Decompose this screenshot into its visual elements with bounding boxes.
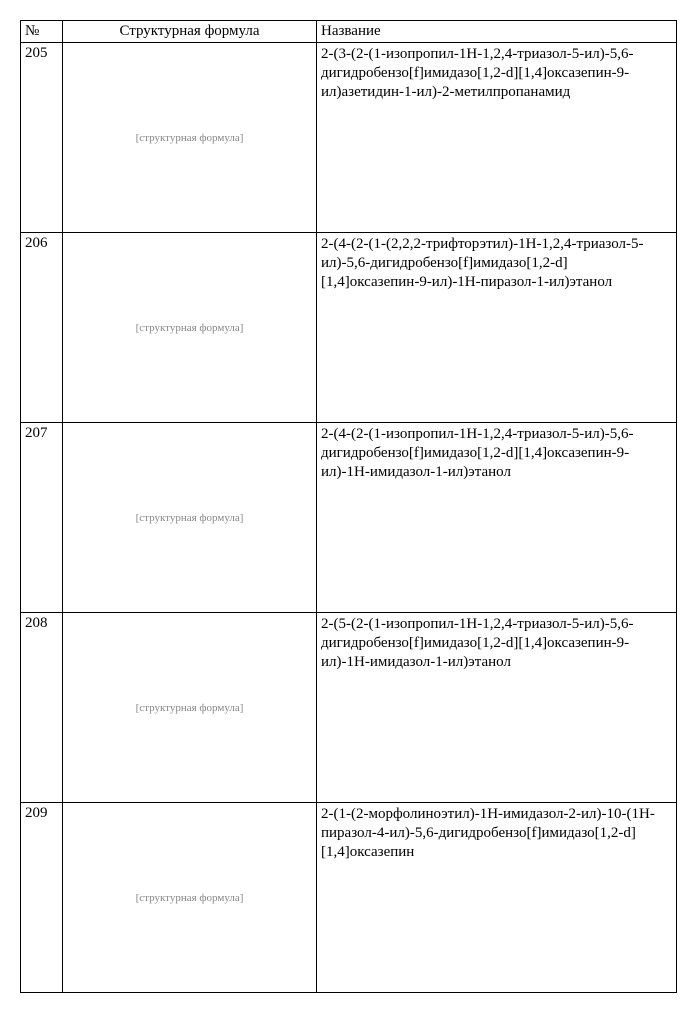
header-row: № Структурная формула Название bbox=[21, 21, 677, 43]
cell-num: 207 bbox=[21, 423, 63, 613]
table-row: 208 [структурная формула] 2-(5-(2-(1-изо… bbox=[21, 613, 677, 803]
structure-placeholder: [структурная формула] bbox=[67, 425, 312, 610]
cell-struct: [структурная формула] bbox=[63, 423, 317, 613]
cell-num: 205 bbox=[21, 43, 63, 233]
cell-struct: [структурная формула] bbox=[63, 233, 317, 423]
cell-num: 209 bbox=[21, 803, 63, 993]
cell-name: 2-(3-(2-(1-изопропил-1H-1,2,4-триазол-5-… bbox=[317, 43, 677, 233]
cell-struct: [структурная формула] bbox=[63, 613, 317, 803]
table-row: 205 [структурная формула] 2-(3-(2-(1-изо… bbox=[21, 43, 677, 233]
cell-num: 208 bbox=[21, 613, 63, 803]
header-struct: Структурная формула bbox=[63, 21, 317, 43]
cell-name: 2-(1-(2-морфолиноэтил)-1H-имидазол-2-ил)… bbox=[317, 803, 677, 993]
table-body: 205 [структурная формула] 2-(3-(2-(1-изо… bbox=[21, 43, 677, 993]
header-num: № bbox=[21, 21, 63, 43]
compound-table: № Структурная формула Название 205 [стру… bbox=[20, 20, 677, 993]
cell-struct: [структурная формула] bbox=[63, 43, 317, 233]
table-row: 209 [структурная формула] 2-(1-(2-морфол… bbox=[21, 803, 677, 993]
cell-name: 2-(4-(2-(1-(2,2,2-трифторэтил)-1H-1,2,4-… bbox=[317, 233, 677, 423]
structure-placeholder: [структурная формула] bbox=[67, 805, 312, 990]
table-row: 206 [структурная формула] 2-(4-(2-(1-(2,… bbox=[21, 233, 677, 423]
cell-name: 2-(5-(2-(1-изопропил-1H-1,2,4-триазол-5-… bbox=[317, 613, 677, 803]
header-name: Название bbox=[317, 21, 677, 43]
structure-placeholder: [структурная формула] bbox=[67, 235, 312, 420]
structure-placeholder: [структурная формула] bbox=[67, 615, 312, 800]
table-row: 207 [структурная формула] 2-(4-(2-(1-изо… bbox=[21, 423, 677, 613]
cell-struct: [структурная формула] bbox=[63, 803, 317, 993]
cell-name: 2-(4-(2-(1-изопропил-1H-1,2,4-триазол-5-… bbox=[317, 423, 677, 613]
cell-num: 206 bbox=[21, 233, 63, 423]
structure-placeholder: [структурная формула] bbox=[67, 45, 312, 230]
